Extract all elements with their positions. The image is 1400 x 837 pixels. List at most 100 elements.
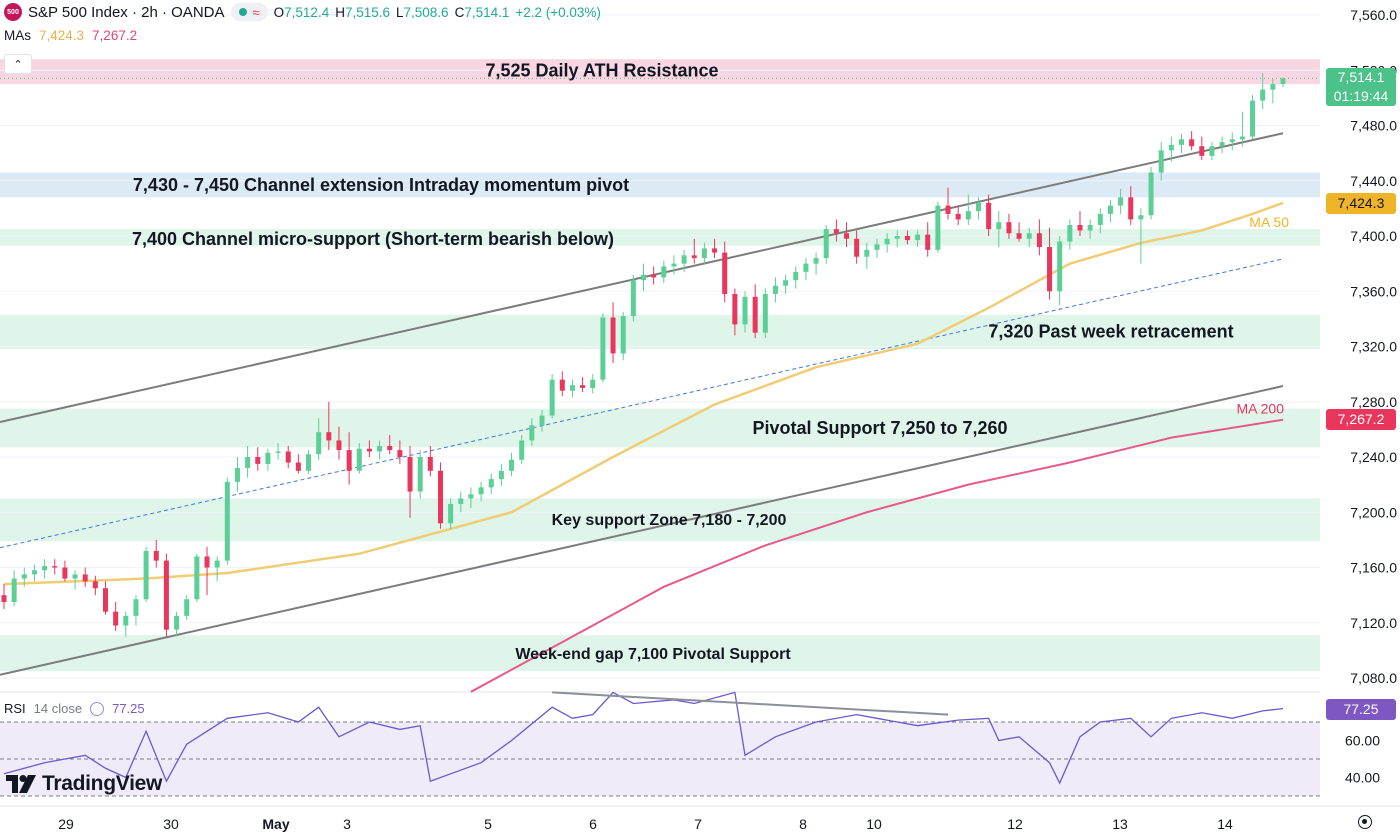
candle-body (529, 425, 535, 441)
candle-body (92, 581, 98, 589)
market-status-pill[interactable]: ≈ (230, 3, 268, 21)
collapse-legend-button[interactable]: ⌃ (4, 54, 32, 74)
x-tick-label: 8 (799, 816, 807, 832)
last-price-tag: 7,514.1 01:19:44 (1326, 68, 1396, 106)
gear-icon[interactable] (1358, 815, 1372, 829)
candle-body (600, 317, 606, 380)
candle-body (1158, 150, 1164, 173)
candle-body (1097, 213, 1103, 225)
candle-body (864, 249, 870, 257)
market-open-icon (238, 8, 247, 16)
candle-body (742, 296, 748, 325)
candle-body (925, 234, 931, 250)
candle-body (31, 570, 37, 575)
candle-body (519, 440, 525, 460)
candle-body (174, 615, 180, 630)
rsi-legend[interactable]: RSI 14 close 77.25 (4, 701, 145, 716)
candle-body (651, 274, 657, 278)
candle-body (1077, 224, 1083, 231)
rsi-source-icon[interactable] (90, 701, 105, 716)
candle-body (1270, 84, 1276, 90)
rsi-divergence-line (552, 691, 949, 716)
candle-body (437, 470, 443, 524)
candle-body (793, 271, 799, 281)
candle-body (833, 229, 839, 234)
y-tick-label: 7,560.0 (1350, 7, 1397, 23)
candle-body (975, 202, 981, 212)
candle-body (163, 560, 169, 630)
zone-label: Pivotal Support 7,250 to 7,260 (752, 418, 1007, 438)
candle-body (772, 285, 778, 295)
candle-body (874, 244, 880, 250)
zone-band (0, 59, 1320, 85)
candle-body (732, 294, 738, 325)
candle-body (691, 255, 697, 259)
candle-body (133, 599, 139, 616)
candle-body (712, 248, 718, 253)
ma200-price-tag: 7,267.2 (1326, 409, 1396, 430)
candle-body (701, 248, 707, 259)
candle-body (265, 452, 271, 464)
candle-body (1260, 89, 1266, 101)
candle-body (661, 266, 667, 278)
candle-body (1, 595, 7, 603)
x-tick-label: 3 (343, 816, 351, 832)
candle-body (1036, 233, 1042, 248)
candle-body (1118, 197, 1124, 206)
rsi-params: 14 close (33, 701, 83, 716)
y-tick-label: 7,240.0 (1350, 449, 1397, 465)
ma50-price-tag: 7,424.3 (1326, 193, 1396, 214)
chart-header: 500 S&P 500 Index · 2h · OANDA ≈ O7,512.… (0, 0, 1320, 52)
candle-body (498, 470, 504, 480)
candle-body (1128, 197, 1134, 220)
ma200-line-label: MA 200 (1237, 401, 1285, 417)
zone-band (0, 408, 1320, 448)
zone-label: Key support Zone 7,180 - 7,200 (552, 512, 787, 529)
candle-body (1107, 205, 1113, 214)
candle-body (539, 415, 545, 426)
ma-legend[interactable]: MAs 7,424.3 7,267.2 (4, 28, 137, 43)
candle-body (509, 459, 515, 471)
candle-body (326, 432, 332, 441)
candle-body (62, 567, 68, 579)
candle-body (306, 454, 312, 471)
ma50-legend-value: 7,424.3 (39, 28, 85, 43)
rsi-line (3, 691, 1284, 785)
candle-body (641, 274, 646, 281)
candle-body (783, 280, 789, 286)
candle-body (1057, 241, 1063, 292)
rsi-tick-label: 60.00 (1345, 733, 1380, 749)
zone-band (0, 498, 1320, 542)
channel-line-lower (0, 385, 1284, 676)
rsi-label: RSI (4, 701, 26, 716)
candle-body (1229, 139, 1235, 143)
candle-body (1168, 144, 1174, 151)
candle-body (468, 494, 474, 499)
zone-band (0, 635, 1320, 672)
rsi-tick-label: 40.00 (1345, 770, 1380, 786)
symbol-logo-icon[interactable]: 500 (4, 3, 22, 21)
zone-label: 7,430 - 7,450 Channel extension Intraday… (133, 175, 629, 195)
x-tick-label: 7 (694, 816, 702, 832)
tradingview-logo[interactable]: TradingView (6, 772, 162, 796)
candle-body (1067, 224, 1073, 242)
candle-body (336, 440, 342, 451)
y-tick-label: 7,320.0 (1350, 339, 1397, 355)
candle-body (620, 316, 626, 354)
candle-body (214, 560, 220, 568)
candle-body (153, 550, 159, 561)
x-tick-label: 30 (163, 816, 179, 832)
candle-body (722, 252, 728, 295)
candle-body (377, 445, 383, 452)
y-tick-label: 7,200.0 (1350, 504, 1397, 520)
candle-body (366, 448, 372, 452)
candle-body (204, 556, 210, 568)
candle-body (1199, 146, 1205, 156)
candle-body (397, 450, 403, 457)
ohlc-values: O7,512.4 H7,515.6 L7,508.6 C7,514.1 +2.2… (273, 4, 601, 20)
x-tick-label: 13 (1112, 816, 1128, 832)
y-tick-label: 7,280.0 (1350, 394, 1397, 410)
candle-body (427, 457, 433, 471)
symbol-title[interactable]: S&P 500 Index · 2h · OANDA (28, 3, 225, 21)
